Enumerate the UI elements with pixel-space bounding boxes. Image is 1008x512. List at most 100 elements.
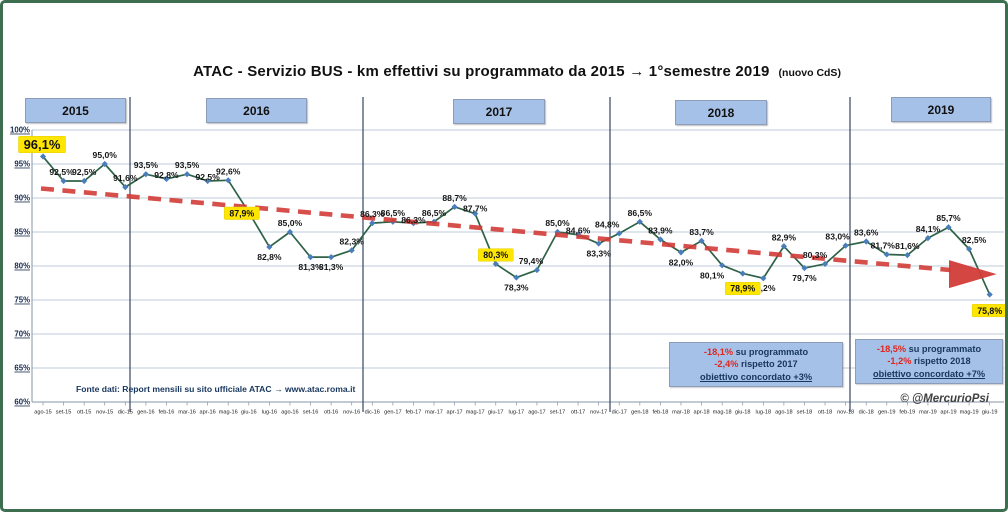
x-tick-label: set-18 — [797, 410, 813, 416]
x-tick-label: mag-17 — [466, 410, 485, 416]
data-point-marker — [369, 220, 376, 227]
data-point-marker — [60, 177, 67, 185]
data-point-label: 81,6% — [895, 241, 920, 251]
data-point-marker — [760, 275, 767, 282]
data-point-marker — [945, 224, 952, 231]
x-tick-label: gen-17 — [384, 410, 401, 416]
annotation-2018-line2: -2,4% rispetto 2017 — [714, 359, 798, 370]
x-tick-label: mar-16 — [178, 410, 196, 416]
highlight-label-box — [18, 136, 66, 154]
data-point-marker — [842, 242, 849, 249]
x-tick-label: gen-16 — [137, 410, 154, 416]
data-point-marker — [595, 240, 602, 247]
x-tick-label: lug-17 — [509, 410, 525, 416]
data-point-marker — [966, 245, 973, 253]
data-point-label: 86,5% — [422, 208, 447, 218]
data-point-label: 91,6% — [113, 173, 138, 183]
data-point-label: 82,5% — [962, 235, 987, 245]
data-point-label: 92,5% — [49, 167, 74, 177]
x-tick-label: dic-16 — [365, 410, 380, 416]
x-tick-label: ago-16 — [281, 410, 298, 416]
chart-title: ATAC - Servizio BUS - km effettivi su pr… — [193, 63, 770, 80]
data-point-marker — [986, 291, 993, 298]
data-point-label: 92,8% — [154, 170, 179, 180]
x-tick-label: lug-16 — [262, 410, 278, 416]
y-tick-label: 60% — [14, 398, 30, 407]
data-point-label: 79,7% — [792, 273, 817, 283]
data-point-marker — [348, 247, 355, 254]
data-point-label: 84,8% — [595, 219, 620, 229]
x-tick-label: set-17 — [550, 410, 566, 416]
data-point-label: 83,0% — [825, 232, 850, 242]
x-tick-label: ago-18 — [775, 410, 792, 416]
chart-title-suffix: (nuovo CdS) — [778, 67, 841, 79]
highlight-label: 80,3% — [483, 250, 508, 260]
data-point-marker — [677, 249, 685, 256]
highlight-label-box — [478, 248, 514, 262]
trend-line — [40, 186, 952, 273]
data-point-marker — [616, 230, 623, 237]
y-tick-label: 90% — [14, 194, 30, 203]
annotation-2018: -18,1% su programmato -2,4% rispetto 201… — [669, 342, 843, 388]
data-point-marker — [142, 171, 149, 178]
x-tick-label: gen-19 — [878, 410, 895, 416]
data-point-label: 85,7% — [936, 213, 961, 223]
data-point-marker — [39, 153, 47, 160]
y-tick-label: 75% — [14, 296, 30, 305]
data-point-marker — [492, 260, 499, 268]
data-point-label: 92,6% — [216, 166, 241, 176]
x-tick-label: gen-18 — [631, 410, 648, 416]
data-point-label: 83,6% — [854, 228, 879, 238]
x-tick-label: feb-17 — [406, 410, 422, 416]
data-point-label: 83,7% — [689, 227, 714, 237]
data-point-label: 83,9% — [648, 225, 673, 235]
data-source-note: Fonte dati: Report mensili su sito uffic… — [76, 384, 356, 394]
trend-arrowhead — [949, 260, 997, 289]
data-point-marker — [266, 243, 273, 251]
data-point-label: 78,3% — [504, 283, 529, 293]
data-point-label: 86,3% — [401, 215, 426, 225]
data-point-marker — [81, 177, 88, 185]
annotation-2018-line1: -18,1% su programmato — [703, 347, 809, 357]
data-point-marker — [698, 237, 705, 244]
data-point-label: 86,5% — [628, 208, 653, 218]
highlight-label: 96,1% — [24, 137, 61, 152]
data-point-label: 88,7% — [442, 193, 467, 203]
data-point-label: 80,3% — [803, 250, 828, 260]
x-tick-label: feb-18 — [652, 410, 668, 416]
x-tick-label: ott-15 — [77, 410, 91, 416]
data-point-label: 85,0% — [545, 218, 570, 228]
data-point-label: 82,9% — [772, 232, 797, 242]
y-tick-label: 85% — [14, 228, 30, 237]
highlight-label: 75,8% — [977, 306, 1002, 316]
x-tick-label: apr-16 — [200, 410, 216, 416]
x-tick-label: ott-16 — [324, 410, 338, 416]
x-tick-label: set-15 — [56, 410, 72, 416]
x-tick-label: ago-17 — [528, 410, 545, 416]
x-tick-label: nov-18 — [837, 410, 854, 416]
x-tick-label: apr-19 — [940, 410, 956, 416]
data-point-label: 81,3% — [298, 262, 323, 272]
data-point-label: 82,3% — [340, 236, 365, 246]
x-tick-label: giu-19 — [982, 410, 998, 416]
x-tick-label: nov-17 — [590, 410, 607, 416]
data-point-label: 84,1% — [916, 224, 941, 234]
data-point-marker — [821, 260, 829, 268]
y-tick-label: 65% — [14, 364, 30, 373]
data-point-label: 80,1% — [700, 270, 725, 280]
data-point-marker — [122, 184, 129, 191]
data-point-label: 86,5% — [381, 208, 406, 218]
y-tick-label: 70% — [14, 330, 30, 339]
data-point-label: 92,5% — [195, 172, 220, 182]
data-point-marker — [636, 218, 643, 225]
data-point-label: 85,0% — [278, 218, 303, 228]
data-point-label: 82,8% — [257, 252, 282, 262]
data-point-label: 92,5% — [72, 167, 97, 177]
data-point-label: 81,7% — [871, 240, 896, 250]
data-point-label: 83,3% — [586, 249, 611, 259]
data-point-marker — [883, 251, 890, 258]
page-title: ATAC - Servizio BUS - km effettivi su pr… — [3, 63, 1005, 81]
x-tick-label: mag-18 — [713, 410, 732, 416]
data-point-marker — [657, 236, 664, 243]
x-tick-label: giu-16 — [241, 410, 257, 416]
